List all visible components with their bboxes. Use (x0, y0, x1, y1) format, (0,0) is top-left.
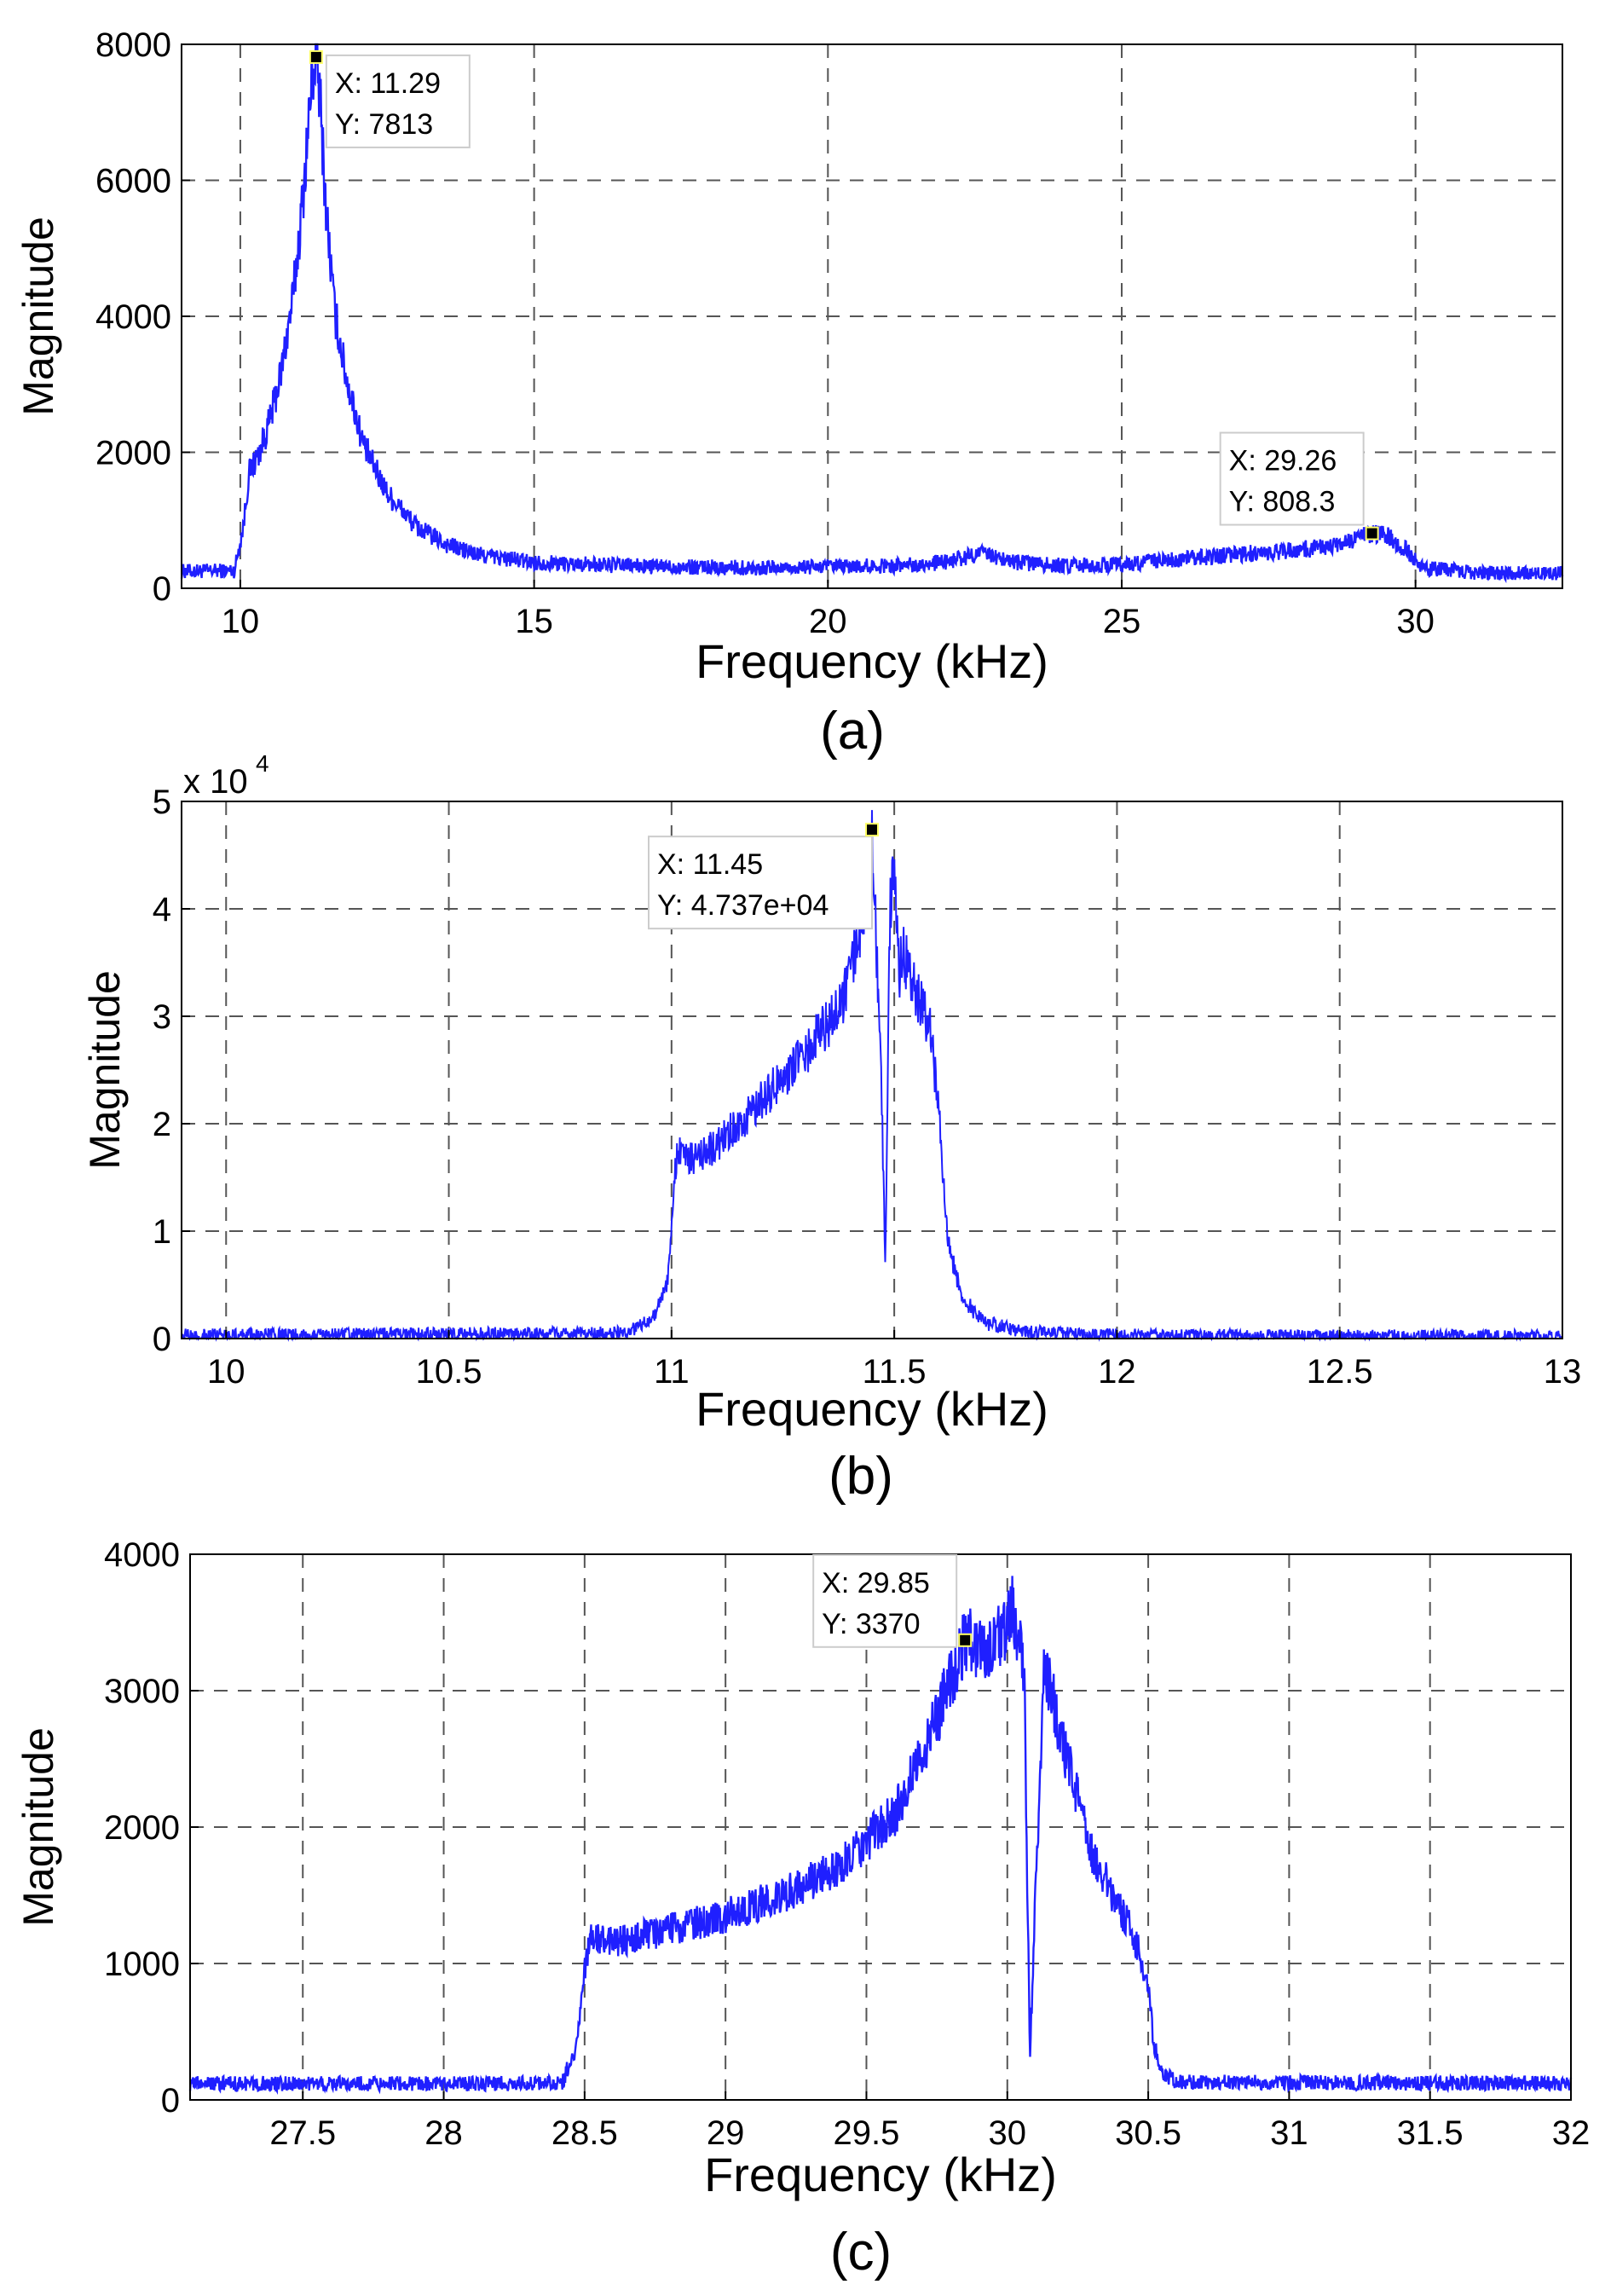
x-tick-label-b-5: 12.5 (1307, 1353, 1373, 1391)
y-axis-label-a: Magnitude (14, 217, 62, 416)
y-exponent-power: 4 (256, 750, 269, 777)
x-tick-label-b-3: 11.5 (863, 1353, 927, 1391)
x-tick-label-a-1: 15 (515, 603, 553, 640)
y-tick-label-a-2: 4000 (95, 298, 171, 336)
data-tip-b-0: X: 11.45 Y: 4.737e+04 (648, 823, 879, 930)
y-axis-label-c: Magnitude (14, 1727, 62, 1927)
panel-label-c: (c) (830, 2223, 892, 2282)
data-tip-y-c-0: Y: 3370 (822, 1608, 920, 1640)
y-tick-label-a-4: 8000 (95, 26, 171, 64)
annotations-a: X: 11.29 Y: 7813 X: 29.26 Y: 808.3 (309, 49, 1379, 541)
data-tip-x-c-0: X: 29.85 (822, 1567, 930, 1599)
spectrum-line-c (188, 1576, 1573, 2096)
y-axis-label-b: Magnitude (81, 970, 129, 1170)
grid-b (182, 801, 1562, 1339)
data-point-marker-b-0 (865, 823, 879, 837)
grid-c (190, 1554, 1571, 2100)
y-tick-label-b-2: 2 (153, 1106, 171, 1143)
data-tip-x-a-0: X: 11.29 (335, 67, 441, 100)
y-ticks-b: 0 1 2 3 4 5 (153, 784, 190, 1358)
data-tip-a-0: X: 11.29 Y: 7813 (309, 49, 471, 148)
panel-label-a: (a) (820, 702, 885, 761)
axes-box-b (181, 801, 1563, 1339)
x-ticks-c: 27.5 28 28.5 29 29.5 30 30.5 31 31.5 32 (269, 2091, 1590, 2152)
x-tick-label-c-4: 29.5 (834, 2114, 900, 2152)
x-tick-label-c-2: 28.5 (551, 2114, 618, 2152)
data-tip-a-1: X: 29.26 Y: 808.3 (1219, 431, 1379, 541)
y-exponent-b: x 10 4 (183, 750, 269, 801)
x-tick-label-c-1: 28 (424, 2114, 463, 2152)
x-tick-label-a-4: 30 (1396, 603, 1435, 640)
panel-label-b: (b) (829, 1447, 893, 1506)
y-tick-label-c-3: 3000 (104, 1673, 180, 1710)
x-tick-label-c-9: 32 (1552, 2114, 1591, 2152)
x-tick-label-b-6: 13 (1544, 1353, 1582, 1391)
y-tick-label-a-0: 0 (153, 570, 171, 608)
x-axis-label-b: Frequency (kHz) (696, 1382, 1048, 1436)
y-tick-label-b-1: 1 (153, 1213, 171, 1251)
data-tip-y-a-1: Y: 808.3 (1229, 486, 1336, 518)
x-tick-label-c-3: 29 (707, 2114, 745, 2152)
annotations-b: X: 11.45 Y: 4.737e+04 (648, 823, 879, 930)
x-tick-label-b-1: 10.5 (416, 1353, 482, 1391)
y-tick-label-a-1: 2000 (95, 435, 171, 472)
data-tip-y-a-0: Y: 7813 (335, 108, 433, 141)
y-tick-label-b-0: 0 (153, 1321, 171, 1358)
data-tip-box-a-1 (1219, 431, 1365, 526)
x-tick-label-b-0: 10 (207, 1353, 245, 1391)
x-tick-label-c-0: 27.5 (269, 2114, 336, 2152)
y-tick-label-b-4: 4 (153, 891, 171, 928)
x-tick-label-a-2: 20 (809, 603, 847, 640)
x-ticks-a: 10 15 20 25 30 (222, 580, 1435, 640)
x-tick-label-a-0: 10 (222, 603, 260, 640)
x-axis-label-a: Frequency (kHz) (696, 634, 1048, 688)
x-tick-label-b-2: 11 (654, 1353, 690, 1391)
y-tick-label-c-1: 1000 (104, 1946, 180, 1983)
x-ticks-b: 10 10.5 11 11.5 12 12.5 13 (207, 1330, 1581, 1391)
panel-a: 10 15 20 25 30 0 2000 4000 6000 8000 X: 11.29 Y: … (14, 26, 1564, 761)
data-tip-box-c-0 (812, 1553, 958, 1648)
data-point-marker-a-1 (1365, 526, 1379, 541)
data-tip-y-b-0: Y: 4.737e+04 (657, 889, 829, 922)
annotations-c: X: 29.85 Y: 3370 (812, 1553, 973, 1648)
data-tip-box-a-0 (325, 54, 471, 148)
y-exponent-base: x 10 (183, 763, 248, 801)
x-axis-label-c: Frequency (kHz) (704, 2148, 1057, 2201)
x-tick-label-b-4: 12 (1098, 1353, 1136, 1391)
y-ticks-a: 0 2000 4000 6000 8000 (95, 26, 190, 608)
x-tick-label-c-5: 30 (989, 2114, 1027, 2152)
x-tick-label-c-7: 31 (1270, 2114, 1308, 2152)
data-tip-c-0: X: 29.85 Y: 3370 (812, 1553, 973, 1648)
y-tick-label-c-4: 4000 (104, 1536, 180, 1574)
data-tip-x-a-1: X: 29.26 (1229, 445, 1337, 477)
y-tick-label-c-2: 2000 (104, 1809, 180, 1847)
y-ticks-c: 0 1000 2000 3000 4000 (104, 1536, 199, 2120)
spectrum-line-a (180, 43, 1564, 584)
data-point-marker-a-0 (309, 49, 323, 64)
y-tick-label-b-3: 3 (153, 998, 171, 1036)
y-tick-label-c-0: 0 (161, 2082, 180, 2120)
y-tick-label-b-5: 5 (153, 784, 171, 821)
x-tick-label-a-3: 25 (1103, 603, 1141, 640)
x-tick-label-c-8: 31.5 (1397, 2114, 1464, 2152)
panel-c: 27.5 28 28.5 29 29.5 30 30.5 31 31.5 32 0 1000 2000… (14, 1536, 1590, 2282)
data-tip-box-b-0 (648, 836, 873, 930)
data-point-marker-c-0 (958, 1633, 973, 1647)
y-tick-label-a-3: 6000 (95, 163, 171, 200)
data-tip-x-b-0: X: 11.45 (657, 848, 763, 881)
x-tick-label-c-6: 30.5 (1115, 2114, 1181, 2152)
